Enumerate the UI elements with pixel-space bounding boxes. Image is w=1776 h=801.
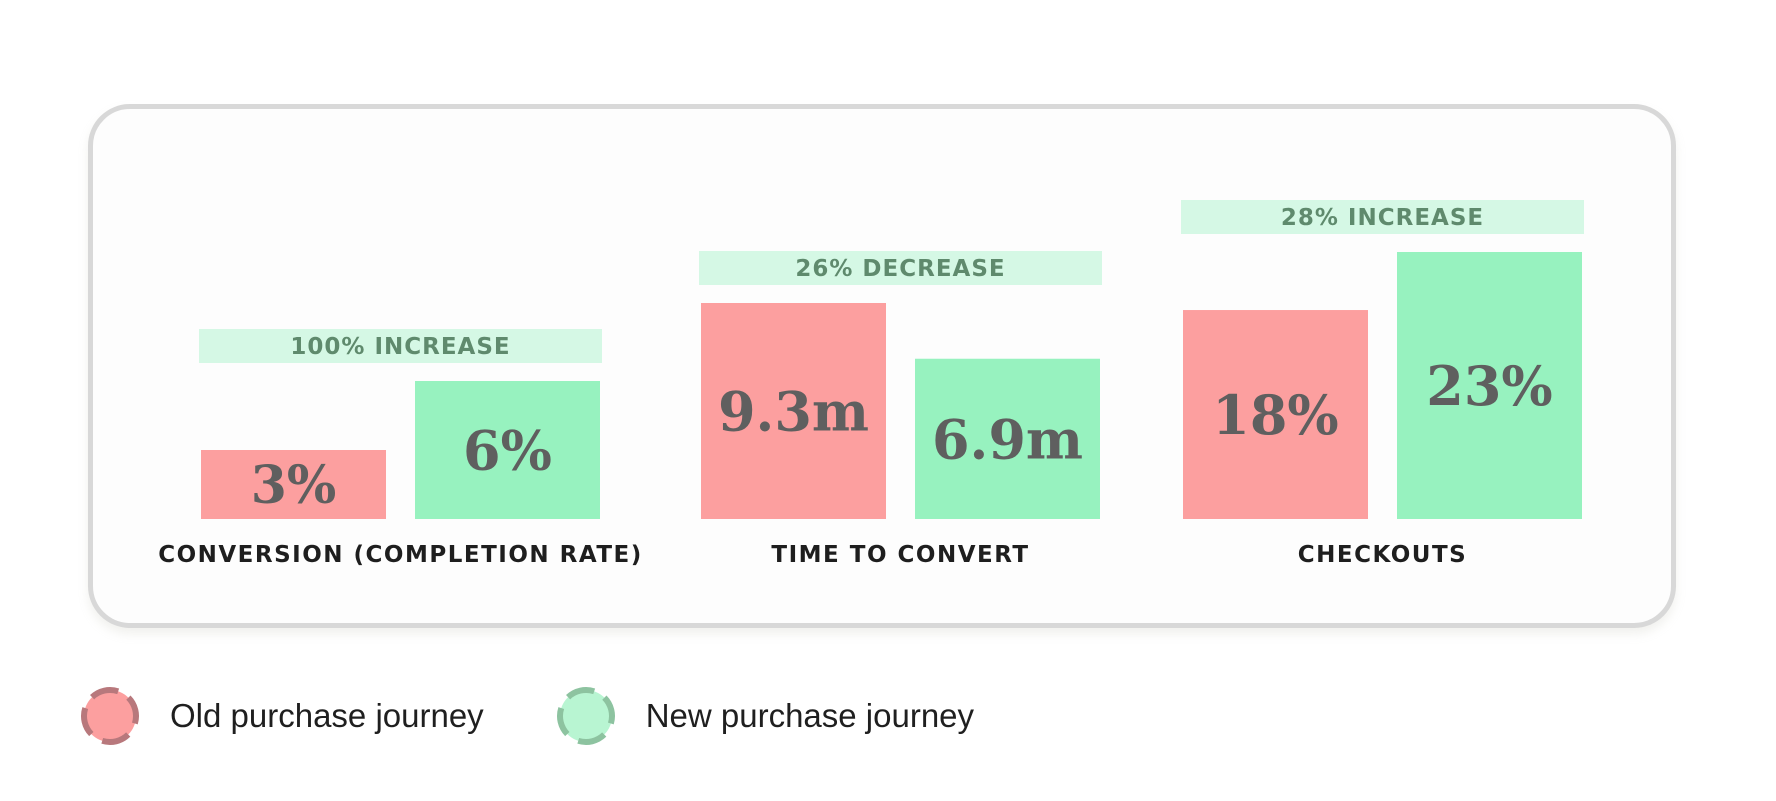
- bar-old-0: [201, 450, 386, 519]
- old-journey-swatch-icon: [81, 687, 139, 745]
- legend: Old purchase journey New purchase journe…: [80, 686, 1046, 746]
- change-label: 100% INCREASE: [290, 334, 510, 360]
- bar-value-label: 6%: [463, 418, 552, 482]
- bar-value-label: 3%: [251, 455, 337, 516]
- change-band: [199, 329, 602, 363]
- legend-item-old: Old purchase journey: [80, 686, 484, 746]
- category-label: CHECKOUTS: [1298, 542, 1468, 568]
- bar-old-2: [1183, 310, 1368, 519]
- new-journey-swatch-icon: [556, 687, 615, 745]
- change-band: [699, 251, 1102, 285]
- legend-label-new: New purchase journey: [645, 697, 975, 734]
- bar-value-label: 23%: [1426, 354, 1552, 418]
- bar-new-1: [915, 358, 1100, 519]
- bar-new-0: [415, 381, 600, 519]
- legend-label-old: Old purchase journey: [170, 697, 484, 734]
- bar-value-label: 6.9m: [932, 407, 1083, 471]
- bar-value-label: 18%: [1212, 383, 1338, 447]
- legend-item-new: New purchase journey: [556, 686, 974, 746]
- change-label: 28% INCREASE: [1281, 205, 1484, 231]
- category-label: CONVERSION (COMPLETION RATE): [158, 542, 643, 568]
- change-band: [1181, 200, 1584, 234]
- change-label: 26% DECREASE: [795, 256, 1005, 282]
- bar-new-2: [1397, 252, 1582, 519]
- bar-value-label: 9.3m: [718, 379, 869, 443]
- bar-old-1: [701, 303, 886, 519]
- category-label: TIME TO CONVERT: [771, 542, 1029, 568]
